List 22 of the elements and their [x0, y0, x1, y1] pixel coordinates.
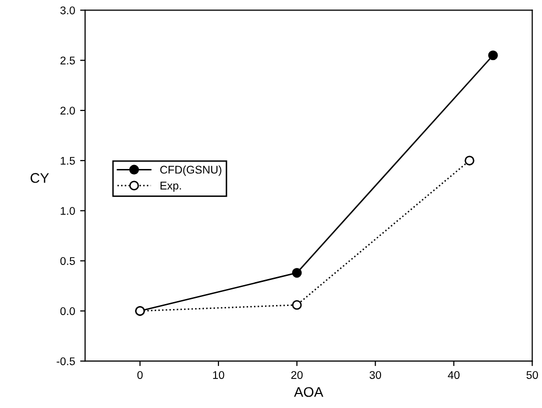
y-tick-label: 1.0 [60, 206, 75, 215]
x-tick-label: 50 [526, 371, 538, 379]
y-tick-label: 2.0 [60, 106, 75, 115]
x-tick-label: 0 [137, 371, 143, 379]
point [292, 268, 302, 278]
y-tick-label: -0.5 [56, 357, 75, 366]
x-tick-label: 40 [448, 371, 460, 379]
x-tick-label: 20 [291, 371, 303, 379]
point [464, 156, 474, 166]
y-tick-label: 1.5 [60, 156, 75, 165]
y-tick-label: 3.0 [60, 6, 75, 14]
point [292, 300, 302, 310]
point [488, 50, 498, 60]
y-tick-label: 2.5 [60, 56, 75, 64]
y-tick-label: 0.5 [60, 257, 75, 265]
legend-label: Exp. [160, 182, 181, 192]
x-axis-title: AOA [294, 387, 324, 397]
x-tick-label: 30 [370, 371, 382, 379]
y-axis-title: CY [30, 173, 49, 183]
legend-label: CFD(GSNU) [160, 165, 222, 176]
x-tick-label: 10 [213, 371, 224, 379]
y-tick-label: 0.0 [60, 307, 75, 316]
